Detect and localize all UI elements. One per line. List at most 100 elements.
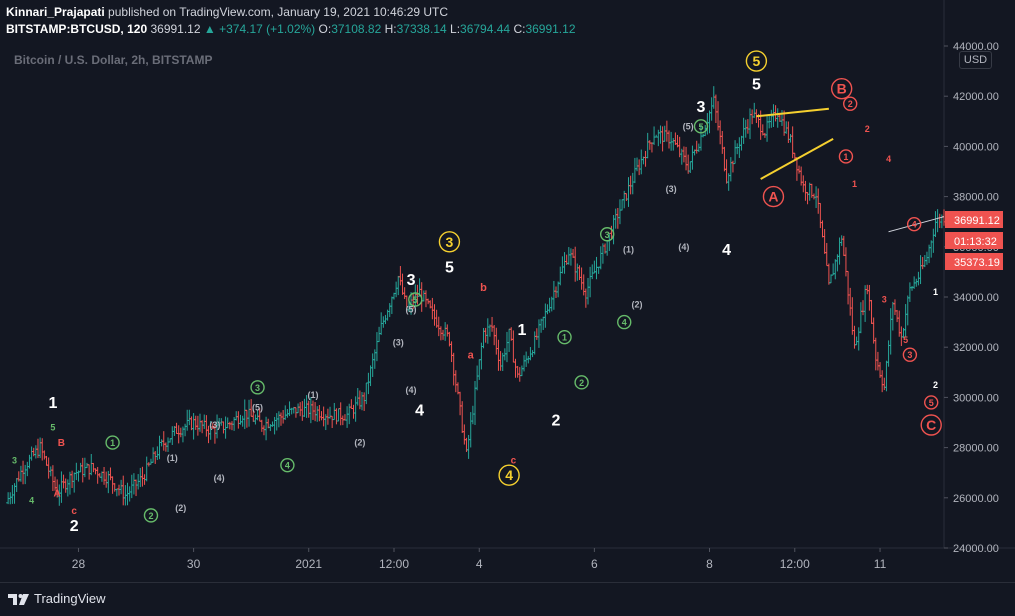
y-tick-label: 28000.00: [953, 443, 999, 455]
wave-label: A: [54, 488, 61, 499]
x-tick-label: 30: [187, 557, 201, 571]
triangle-lower-trendline[interactable]: [760, 137, 834, 180]
chart-background: [0, 0, 1015, 582]
y-tick-label: 34000.00: [953, 292, 999, 304]
wave-label: 3: [697, 99, 706, 116]
footer-bar: TradingView: [0, 582, 1015, 616]
price-label-box: [945, 232, 1003, 249]
wave-label-circle: [693, 119, 709, 134]
open-value: 37108.82: [331, 22, 382, 36]
x-tick-label: 8: [706, 557, 713, 571]
wave-label-circle: [920, 414, 942, 436]
wave-label: (5): [683, 121, 694, 131]
y-tick-label: 38000.00: [953, 192, 999, 204]
wave-label: (2): [354, 438, 365, 448]
wave-label: B: [837, 81, 847, 97]
low-value: 36794.44: [460, 22, 511, 36]
wave-label: 2: [848, 99, 853, 109]
wave-label-circle: [250, 380, 265, 395]
wave-label-circle: [924, 395, 939, 410]
last-price: 36991.12: [150, 22, 201, 36]
x-tick-label: 2021: [295, 557, 322, 571]
wave-label-circle: [906, 217, 922, 232]
wave-label-circle: [830, 77, 853, 100]
price-label-text: 01:13:32: [954, 236, 997, 248]
wave-label: 5: [445, 259, 454, 276]
wave-label: 5: [929, 398, 934, 408]
symbol-label[interactable]: BITSTAMP:BTCUSD, 120: [6, 22, 148, 36]
up-arrow-icon: ▲: [203, 22, 216, 36]
high-label: H:: [384, 22, 397, 36]
wave-label: 3: [605, 230, 610, 240]
x-tick-label: 11: [874, 557, 887, 571]
wave-label: c: [511, 456, 517, 467]
wave-label: 5: [698, 122, 703, 132]
wave-label-circle: [408, 292, 423, 307]
wave-label: 1: [562, 333, 567, 343]
wave-label: c: [71, 506, 77, 517]
wave-label: 3: [12, 455, 17, 465]
y-tick-label: 32000.00: [953, 342, 999, 354]
wave-label: 1: [517, 322, 526, 339]
wave-label: 3: [882, 295, 887, 305]
wave-label: 3: [255, 383, 260, 393]
chart-header: Kinnari_Prajapati published on TradingVi…: [6, 4, 576, 38]
wave-label: (2): [175, 503, 186, 513]
wave-label: (3): [666, 184, 677, 194]
x-tick-label: 6: [591, 557, 598, 571]
y-tick-label: 44000.00: [953, 41, 999, 53]
price-change: +374.17 (+1.02%): [219, 22, 316, 36]
footer-brand[interactable]: TradingView: [34, 591, 106, 606]
wave-label: (4): [214, 473, 225, 483]
wave-label-circle: [557, 329, 572, 345]
open-label: O:: [318, 22, 332, 36]
wave-label: A: [768, 189, 778, 205]
price-label-text: 36991.12: [954, 215, 1000, 227]
wave-label-circle: [745, 50, 768, 72]
wave-label-circle: [498, 464, 520, 486]
wave-label: 4: [886, 154, 891, 164]
triangle-upper-trendline[interactable]: [756, 107, 829, 118]
wave-label: 2: [70, 518, 79, 535]
wave-label: 4: [415, 403, 424, 420]
wave-label: 2: [148, 511, 153, 521]
wave-label: C: [926, 417, 936, 433]
wave-label: 5: [50, 423, 55, 433]
wave-label-circle: [902, 347, 918, 362]
wave-label-circle: [143, 508, 159, 523]
y-tick-label: 24000.00: [953, 543, 999, 555]
end-trendline[interactable]: [888, 216, 945, 233]
wave-label: a: [468, 350, 475, 362]
y-tick-label: 30000.00: [953, 392, 999, 404]
y-tick-label: 42000.00: [953, 91, 999, 103]
wave-label-circle: [438, 231, 461, 253]
wave-label: (3): [393, 337, 404, 347]
wave-label-circle: [574, 375, 589, 390]
wave-label: 4: [912, 220, 917, 230]
wave-label: (4): [678, 242, 689, 252]
price-label-text: 35373.19: [954, 257, 1000, 269]
wave-label: 5: [903, 335, 908, 345]
wave-label: 1: [110, 438, 115, 448]
close-value: 36991.12: [525, 22, 576, 36]
publisher-name[interactable]: Kinnari_Prajapati: [6, 5, 105, 19]
wave-label-circle: [838, 149, 854, 164]
x-tick-label: 12:00: [780, 557, 810, 571]
published-text: published on TradingView.com, January 19…: [108, 5, 449, 19]
wave-label: 2: [933, 380, 938, 390]
wave-label: 5: [413, 295, 418, 305]
y-tick-label: 40000.00: [953, 141, 999, 153]
wave-label: 4: [622, 318, 627, 328]
currency-badge[interactable]: USD: [959, 51, 992, 69]
wave-label: (3): [209, 420, 220, 430]
wave-label: 4: [285, 461, 290, 471]
wave-label: (1): [307, 390, 318, 400]
x-tick-label: 12:00: [379, 557, 409, 571]
close-label: C:: [513, 22, 526, 36]
wave-label: (5): [406, 305, 417, 315]
wave-label: 1: [852, 179, 857, 189]
high-value: 37338.14: [396, 22, 447, 36]
wave-label: 4: [722, 242, 731, 259]
price-chart[interactable]: 24000.00 26000.00 28000.00 30000.00 32000.00…: [0, 0, 1015, 582]
wave-label: 1: [48, 395, 57, 412]
